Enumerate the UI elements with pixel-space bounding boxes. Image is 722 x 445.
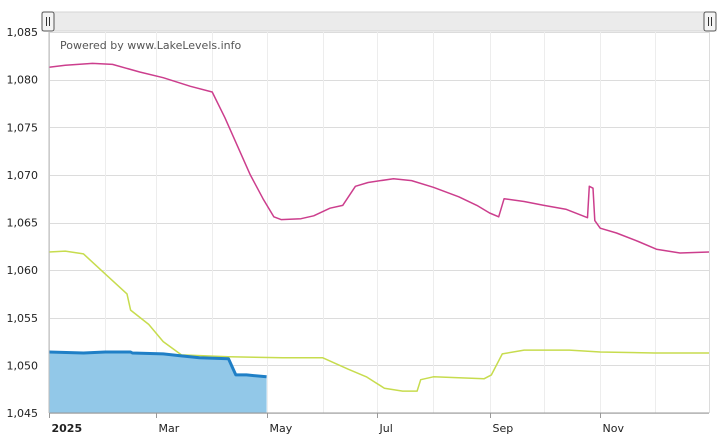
y-tick-label: 1,060: [7, 264, 39, 277]
x-tick-label: Nov: [603, 422, 625, 435]
navigator-right-handle[interactable]: [703, 11, 717, 32]
y-tick-label: 1,055: [7, 312, 39, 325]
x-tick-label: 2025: [52, 422, 83, 435]
series-0-line[interactable]: [48, 62, 710, 254]
axes: [48, 32, 709, 414]
x-tick-label: Sep: [493, 422, 514, 435]
x-tick-label: May: [270, 422, 293, 435]
y-tick-label: 1,085: [7, 26, 39, 39]
navigator-bar[interactable]: [41, 11, 717, 32]
y-tick-label: 1,065: [7, 217, 39, 230]
x-tick-label: Jul: [379, 422, 393, 435]
y-tick-label: 1,050: [7, 359, 39, 372]
x-tick-label: Mar: [159, 422, 180, 435]
series-1-line[interactable]: [48, 250, 709, 392]
y-tick-label: 1,080: [7, 74, 39, 87]
navigator-left-handle[interactable]: [41, 11, 55, 32]
series-2-area: [49, 352, 267, 413]
y-tick-label: 1,070: [7, 169, 39, 182]
series-2-line[interactable]: [48, 350, 267, 379]
x-tick-labels: 2025 Mar May Jul Sep Nov: [52, 422, 625, 435]
y-tick-labels: 1,045 1,050 1,055 1,060 1,065 1,070 1,075 1,080…: [7, 26, 39, 420]
series-layer: [48, 62, 710, 413]
y-tick-label: 1,075: [7, 121, 39, 134]
y-tick-label: 1,045: [7, 407, 39, 420]
chart-credit[interactable]: Powered by www.LakeLevels.info: [60, 39, 242, 52]
